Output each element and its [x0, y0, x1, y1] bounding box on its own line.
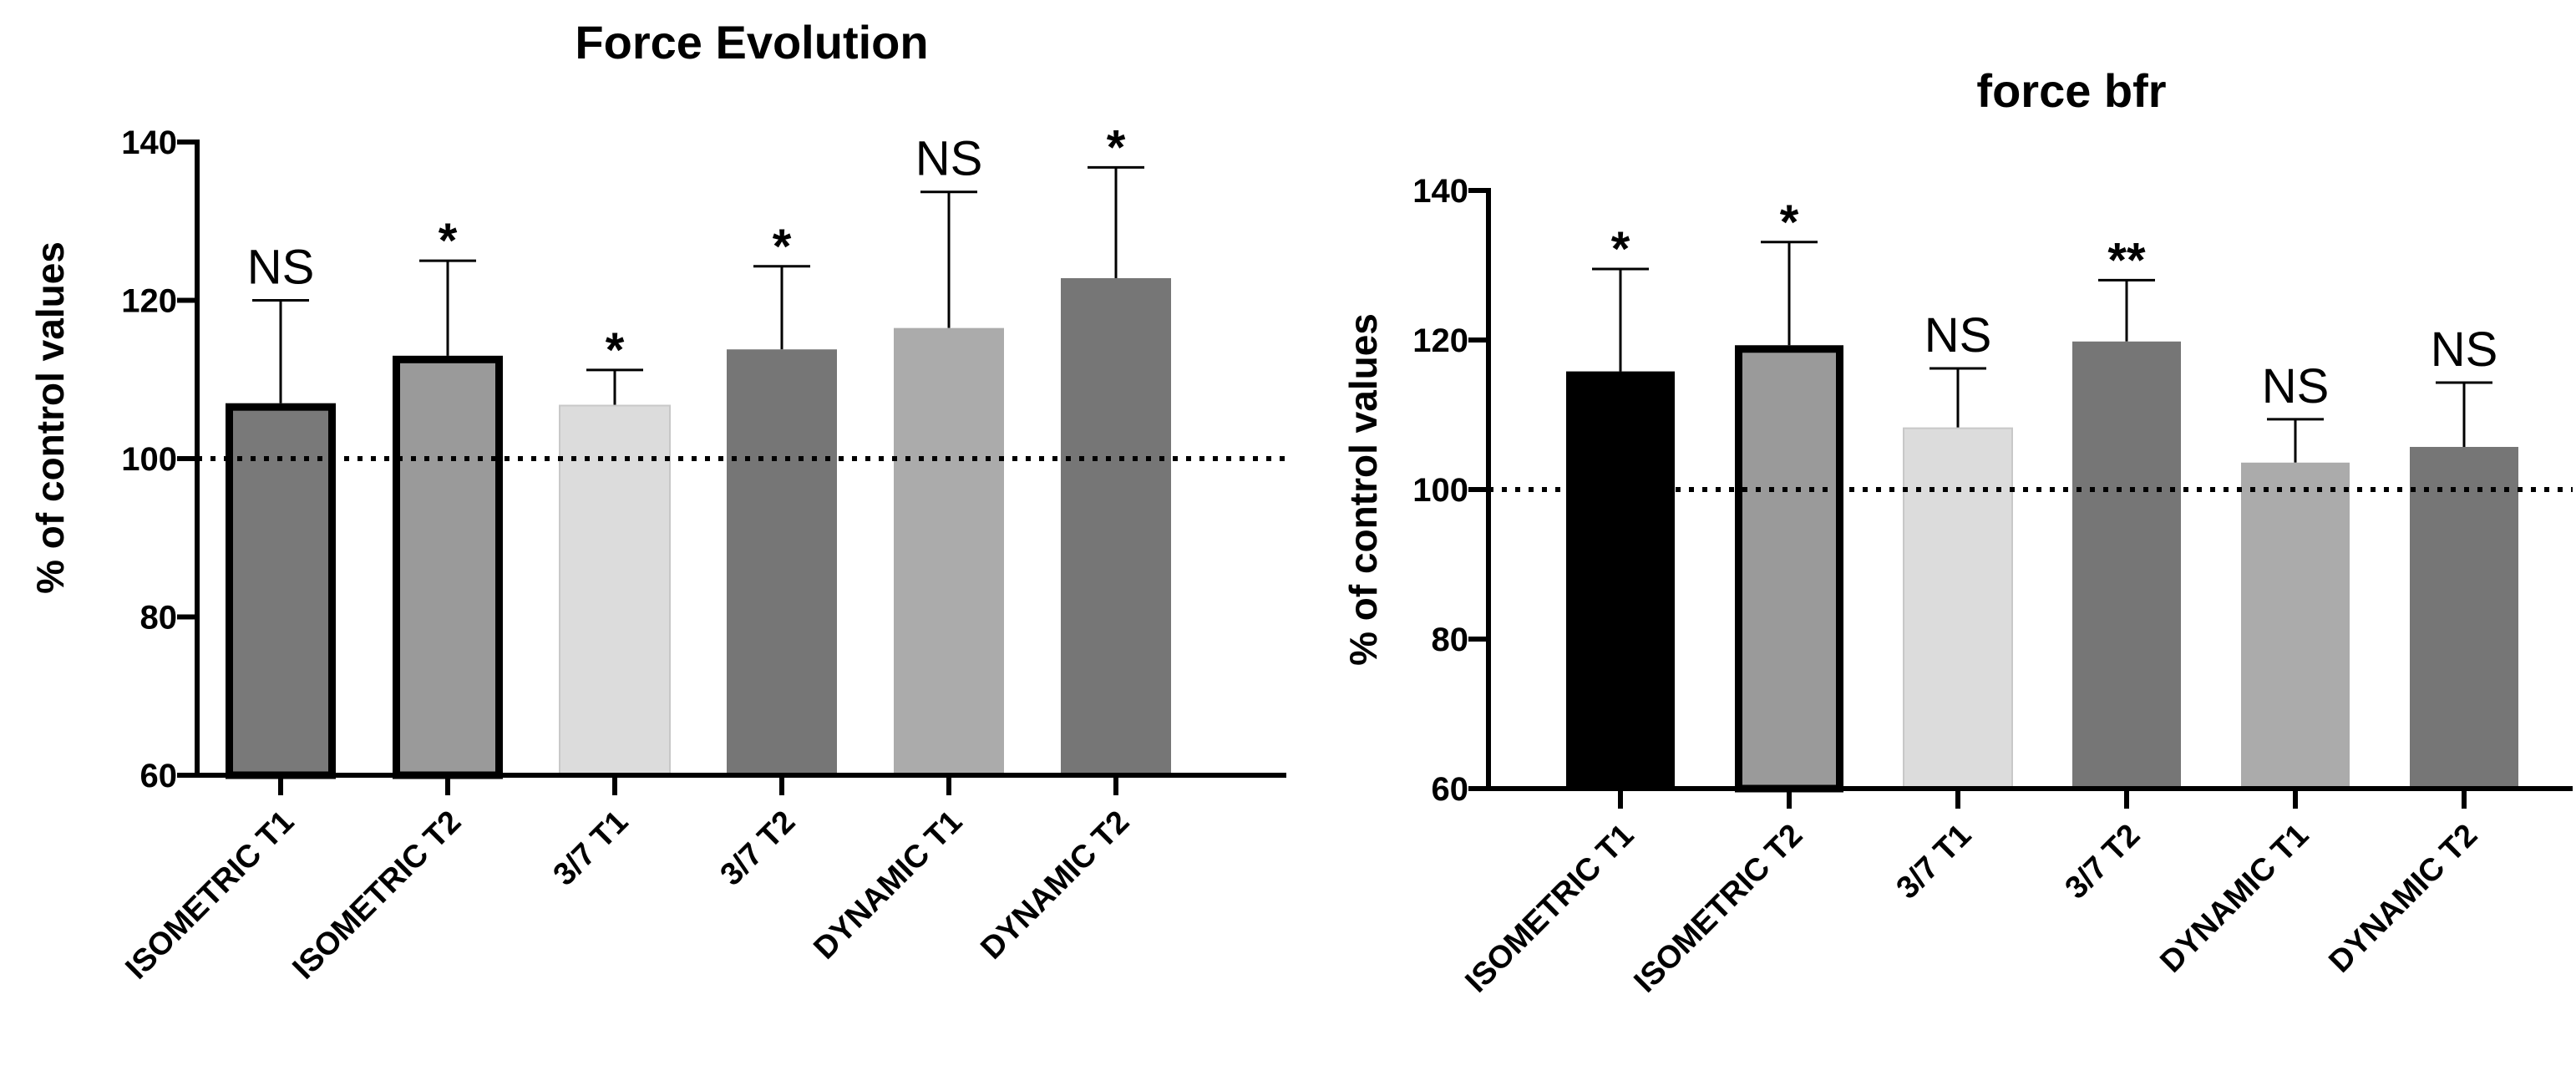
y-tick-label: 100: [121, 441, 177, 478]
x-tick-label: 3/7 T2: [2058, 818, 2147, 906]
y-tick-label: 140: [1412, 173, 1468, 210]
bar: [393, 355, 503, 779]
y-tick-label: 120: [1412, 322, 1468, 359]
y-tick-label: 140: [121, 124, 177, 161]
bar: [1061, 277, 1171, 776]
y-tick-label: 80: [1432, 622, 1469, 658]
x-tick-label: DYNAMIC T1: [807, 804, 969, 967]
y-tick-label: 60: [1432, 771, 1469, 808]
bar: [1903, 427, 2013, 789]
significance-label: *: [606, 323, 625, 378]
significance-label: *: [1611, 222, 1630, 277]
x-tick-label: DYNAMIC T1: [2153, 818, 2315, 980]
plot-area: 60 80 100 120 140 * ISOMETRIC T1 * ISOMETRIC T2 N…: [1412, 173, 2573, 999]
x-tick-label: ISOMETRIC T1: [1459, 818, 1641, 1000]
chart-title: Force Evolution: [575, 16, 928, 69]
bar: [226, 403, 336, 779]
significance-label: *: [773, 220, 792, 274]
bar: [1735, 345, 1843, 793]
bar: [894, 327, 1004, 776]
y-tick-label: 80: [140, 600, 178, 637]
x-tick-label: ISOMETRIC T1: [119, 804, 302, 987]
bar: [1566, 371, 1675, 789]
y-axis-label: % of control values: [1341, 313, 1385, 666]
x-tick-label: DYNAMIC T2: [974, 804, 1136, 967]
significance-label: *: [439, 214, 458, 268]
y-tick-label: 100: [1412, 472, 1468, 509]
y-axis-label: % of control values: [28, 241, 72, 594]
significance-label: *: [1780, 195, 1799, 250]
significance-label: NS: [1924, 308, 1992, 363]
y-tick-label: 60: [140, 758, 178, 794]
x-tick-label: DYNAMIC T2: [2322, 818, 2484, 980]
bar: [2241, 462, 2350, 789]
bar: [2410, 446, 2518, 789]
significance-label: NS: [247, 241, 315, 295]
chart-force-evolution: Force Evolution % of control values 60 80…: [28, 16, 1286, 986]
significance-label: NS: [915, 132, 983, 186]
chart-title: force bfr: [1976, 64, 2166, 117]
bar: [2072, 341, 2181, 789]
x-tick-label: ISOMETRIC T2: [1628, 818, 1810, 1000]
significance-label: NS: [2262, 359, 2330, 414]
x-tick-label: 3/7 T1: [546, 804, 635, 893]
significance-label: NS: [2431, 322, 2498, 377]
bar: [559, 404, 671, 776]
bar: [727, 349, 837, 775]
x-tick-label: 3/7 T1: [1889, 818, 1978, 906]
x-tick-label: ISOMETRIC T2: [287, 804, 469, 987]
y-tick-label: 120: [121, 283, 177, 320]
chart-force-bfr: force bfr % of control values 60 80 100 120…: [1341, 64, 2573, 999]
plot-area: 60 80 100 120 140 NS ISOMETRIC T1 * ISOMETRIC T2…: [119, 120, 1286, 986]
significance-label: **: [2107, 233, 2146, 287]
x-tick-label: 3/7 T2: [713, 804, 802, 893]
significance-label: *: [1107, 120, 1126, 175]
